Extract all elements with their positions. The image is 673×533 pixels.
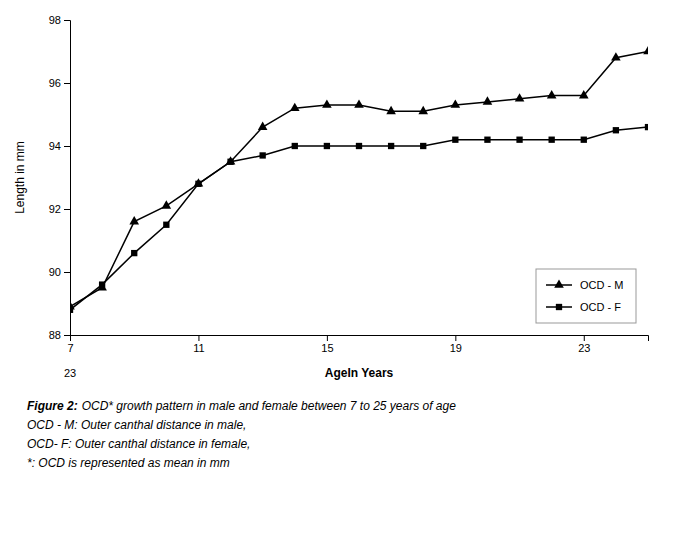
point-marker [129,216,139,224]
tick: 98 [49,14,70,26]
y-axis: 88 90 92 94 96 98 [49,14,71,341]
x-axis: 7 11 15 19 23 [67,335,648,354]
point-marker [163,222,169,228]
tick-label: 19 [450,342,462,354]
tick-mark [327,335,328,341]
point-marker [420,143,426,149]
tick-label: 96 [49,77,61,89]
axis-line [64,21,71,336]
legend-frame [536,269,636,323]
point-marker [452,137,458,143]
point-marker [483,96,493,104]
point-marker [579,90,589,98]
legend-marker [554,279,564,287]
legend: OCD - M OCD - F [536,269,636,323]
tick: 92 [49,203,70,215]
tick-label: 98 [49,14,61,26]
tick-label: 90 [49,266,61,278]
point-marker [70,307,73,313]
tick-mark [64,209,70,210]
annotation: 23 [64,367,76,379]
tick-mark [64,83,70,84]
tick-mark [64,272,70,273]
point-marker [611,52,621,60]
chart: 7 11 15 19 23 88 90 92 94 96 98 OCD - M OCD - F AgeIn… [0,0,673,533]
legend-marker [556,304,562,310]
point-marker [162,200,172,208]
point-marker [643,46,648,54]
point-marker [354,100,364,108]
plot-area: 7 11 15 19 23 88 90 92 94 96 98 OCD - M OCD - F [49,14,653,354]
point-marker [515,93,525,101]
point-marker [258,122,268,130]
tick-label: 11 [193,342,204,354]
point-marker [613,127,619,133]
point-marker [292,143,298,149]
legend-item: OCD - M [546,279,623,291]
point-marker [386,106,396,114]
point-marker [99,281,105,287]
tick: 96 [49,77,70,89]
caption-text: OCD - M: Outer canthal distance in male, [27,418,246,432]
point-marker [356,143,362,149]
tick-mark [584,335,585,341]
caption: Figure 2: OCD* growth pattern in male and… [27,399,456,413]
legend-label: OCD - M [580,279,623,291]
tick-label: 88 [49,329,61,341]
tick: 11 [193,335,204,354]
tick-label: 23 [578,342,590,354]
tick-label: 94 [49,140,61,152]
legend-item: OCD - F [546,301,621,313]
tick: 23 [578,335,590,354]
tick: 19 [450,335,462,354]
point-marker [484,137,490,143]
point-marker [195,181,201,187]
point-marker [227,159,233,165]
series-line [70,52,648,307]
caption-label: Figure 2: [27,399,78,413]
point-marker [322,100,332,108]
y-axis-title: Length in mm [13,141,27,214]
point-marker [194,178,204,186]
caption-text: *: OCD is represented as mean in mm [27,456,230,470]
tick-mark [64,146,70,147]
tick: 15 [321,335,333,354]
point-marker [451,100,461,108]
axis-line [71,336,649,342]
point-marker [131,250,137,256]
tick-label: 15 [321,342,333,354]
caption-text: OCD* growth pattern in male and female b… [82,399,457,413]
tick: 90 [49,266,70,278]
point-marker [581,137,587,143]
point-marker [290,103,300,111]
tick-label: 7 [67,342,73,354]
point-marker [549,137,555,143]
x-axis-title: AgeIn Years [325,366,394,380]
point-marker [547,90,557,98]
point-marker [324,143,330,149]
point-marker [645,124,648,130]
point-marker [516,137,522,143]
caption-text: OCD- F: Outer canthal distance in female… [27,437,250,451]
point-marker [260,152,266,158]
tick: 7 [67,335,73,354]
tick-mark [64,335,70,336]
point-marker [388,143,394,149]
tick-mark [198,335,199,341]
tick-mark [64,20,70,21]
tick: 94 [49,140,70,152]
tick-label: 92 [49,203,61,215]
point-marker [418,106,428,114]
legend-label: OCD - F [580,301,621,313]
tick: 88 [49,329,70,341]
tick-mark [455,335,456,341]
